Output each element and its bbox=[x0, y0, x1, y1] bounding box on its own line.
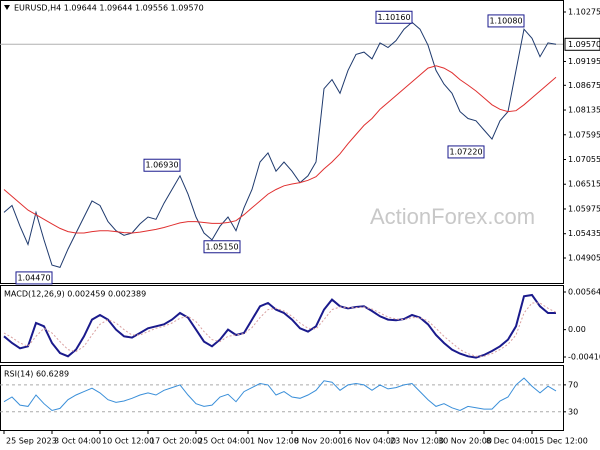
annotation-label: 1.07220 bbox=[449, 147, 482, 156]
y-tick-label: 1.05975 bbox=[568, 204, 600, 213]
panel-frame bbox=[0, 285, 564, 363]
y-tick-label: 1.07055 bbox=[568, 155, 600, 164]
annotation-label: 1.10080 bbox=[489, 16, 522, 25]
y-tick-label: -0.004104 bbox=[568, 352, 600, 361]
x-tick-label: 15 Dec 12:00 bbox=[534, 437, 588, 446]
panel-title: RSI(14) 60.6289 bbox=[4, 370, 69, 379]
x-tick-label: 8 Dec 04:00 bbox=[486, 437, 535, 446]
x-tick-label: 25 Oct 04:00 bbox=[198, 437, 250, 446]
x-tick-label: 10 Oct 12:00 bbox=[102, 437, 154, 446]
x-tick-label: 1 Nov 12:00 bbox=[250, 437, 299, 446]
x-tick-label: 3 Oct 04:00 bbox=[54, 437, 101, 446]
series-line bbox=[3, 65, 557, 234]
watermark: ActionForex.com bbox=[370, 204, 535, 229]
y-tick-label: 0.005643 bbox=[568, 288, 600, 297]
last-price-box bbox=[564, 37, 600, 51]
x-tick-label: 25 Sep 2023 bbox=[6, 437, 57, 446]
y-tick-label: 1.06515 bbox=[568, 180, 600, 189]
annotation-box bbox=[203, 240, 241, 254]
y-tick-label: 1.04905 bbox=[568, 253, 600, 262]
annotation-box bbox=[487, 14, 525, 28]
panel-frame bbox=[0, 365, 564, 431]
annotation-label: 1.05150 bbox=[205, 242, 238, 251]
annotation-label: 1.06930 bbox=[145, 161, 178, 170]
y-tick-label: 0.00 bbox=[568, 325, 586, 334]
panel-title: MACD(12,26,9) 0.002459 0.002389 bbox=[4, 290, 146, 299]
series-line bbox=[3, 21, 557, 269]
last-price-label: 1.09570 bbox=[568, 40, 600, 49]
x-tick-label: 17 Oct 20:00 bbox=[150, 437, 202, 446]
menu-arrow bbox=[4, 5, 10, 10]
annotation-box bbox=[143, 158, 181, 172]
series-line bbox=[3, 302, 557, 357]
annotation-label: 1.04470 bbox=[17, 273, 50, 282]
panel-title: EURUSD,H4 1.09644 1.09644 1.09556 1.0957… bbox=[14, 4, 204, 13]
y-tick-label: 1.07595 bbox=[568, 130, 600, 139]
annotation-label: 1.10160 bbox=[377, 13, 410, 22]
panel-frame bbox=[0, 0, 564, 284]
y-tick-label: 1.08675 bbox=[568, 81, 600, 90]
x-tick-label: 30 Nov 20:00 bbox=[438, 437, 492, 446]
x-tick-label: 16 Nov 04:00 bbox=[342, 437, 396, 446]
series-line bbox=[3, 293, 556, 359]
annotation-box bbox=[375, 10, 413, 24]
y-tick-label: 1.05435 bbox=[568, 229, 600, 238]
x-tick-label: 23 Nov 12:00 bbox=[390, 437, 444, 446]
y-tick-label: 1.10275 bbox=[568, 7, 600, 16]
series-line bbox=[3, 377, 557, 412]
y-tick-label: 1.09195 bbox=[568, 57, 600, 66]
x-tick-label: 8 Nov 20:00 bbox=[294, 437, 343, 446]
y-tick-label: 30 bbox=[568, 407, 578, 416]
y-tick-label: 1.08135 bbox=[568, 106, 600, 115]
annotation-box bbox=[15, 271, 53, 285]
annotation-box bbox=[447, 145, 485, 159]
y-tick-label: 70 bbox=[568, 380, 578, 389]
